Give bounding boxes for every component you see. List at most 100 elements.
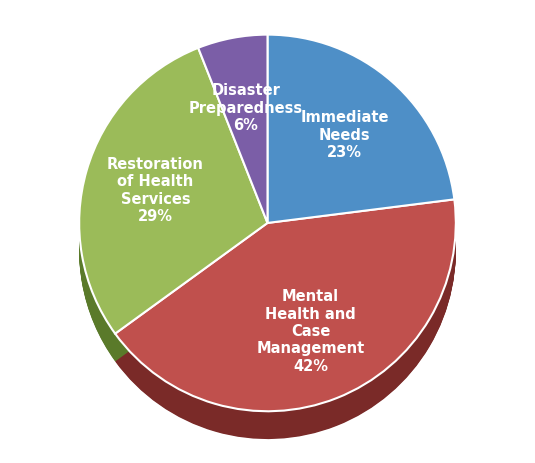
Wedge shape: [268, 35, 454, 223]
Wedge shape: [79, 71, 268, 357]
Wedge shape: [79, 65, 268, 351]
Wedge shape: [268, 44, 454, 232]
Wedge shape: [115, 202, 456, 414]
Wedge shape: [115, 213, 456, 425]
Wedge shape: [115, 213, 456, 425]
Wedge shape: [268, 54, 454, 243]
Wedge shape: [198, 39, 268, 227]
Wedge shape: [268, 60, 454, 249]
Wedge shape: [268, 38, 454, 226]
Wedge shape: [79, 72, 268, 358]
Wedge shape: [79, 71, 268, 357]
Wedge shape: [79, 57, 268, 343]
Wedge shape: [198, 50, 268, 239]
Wedge shape: [115, 227, 456, 439]
Wedge shape: [115, 221, 456, 433]
Wedge shape: [268, 35, 454, 224]
Wedge shape: [79, 64, 268, 350]
Wedge shape: [198, 48, 268, 236]
Wedge shape: [115, 220, 456, 432]
Wedge shape: [198, 42, 268, 230]
Wedge shape: [198, 42, 268, 231]
Wedge shape: [115, 225, 456, 436]
Wedge shape: [115, 208, 456, 420]
Wedge shape: [198, 49, 268, 238]
Wedge shape: [268, 62, 454, 250]
Wedge shape: [115, 208, 456, 419]
Wedge shape: [115, 205, 456, 417]
Wedge shape: [79, 52, 268, 338]
Wedge shape: [268, 50, 454, 239]
Wedge shape: [198, 46, 268, 235]
Wedge shape: [115, 215, 456, 427]
Wedge shape: [198, 57, 268, 245]
Wedge shape: [79, 61, 268, 347]
Wedge shape: [198, 45, 268, 233]
Wedge shape: [79, 60, 268, 345]
Wedge shape: [115, 215, 456, 426]
Wedge shape: [198, 52, 268, 240]
Wedge shape: [115, 222, 456, 434]
Wedge shape: [198, 37, 268, 225]
Wedge shape: [268, 35, 454, 223]
Wedge shape: [268, 42, 454, 231]
Wedge shape: [115, 211, 456, 423]
Wedge shape: [79, 53, 268, 338]
Wedge shape: [268, 44, 454, 233]
Wedge shape: [198, 36, 268, 225]
Wedge shape: [268, 46, 454, 234]
Wedge shape: [115, 210, 456, 422]
Wedge shape: [79, 67, 268, 353]
Wedge shape: [268, 49, 454, 238]
Wedge shape: [115, 200, 456, 412]
Wedge shape: [115, 204, 456, 416]
Wedge shape: [115, 211, 456, 422]
Wedge shape: [79, 66, 268, 352]
Wedge shape: [79, 63, 268, 348]
Wedge shape: [268, 39, 454, 227]
Wedge shape: [268, 48, 454, 236]
Wedge shape: [79, 53, 268, 339]
Wedge shape: [198, 51, 268, 240]
Wedge shape: [268, 52, 454, 240]
Wedge shape: [198, 58, 268, 247]
Wedge shape: [268, 57, 454, 245]
Wedge shape: [79, 50, 268, 336]
Wedge shape: [115, 207, 456, 419]
Wedge shape: [198, 35, 268, 223]
Wedge shape: [268, 56, 454, 244]
Wedge shape: [198, 60, 268, 248]
Wedge shape: [115, 218, 456, 430]
Wedge shape: [115, 201, 456, 413]
Wedge shape: [268, 50, 454, 238]
Wedge shape: [79, 69, 268, 355]
Wedge shape: [79, 56, 268, 341]
Wedge shape: [79, 75, 268, 361]
Wedge shape: [198, 62, 268, 250]
Wedge shape: [115, 201, 456, 413]
Wedge shape: [198, 35, 268, 223]
Wedge shape: [268, 43, 454, 232]
Wedge shape: [268, 55, 454, 243]
Text: Restoration
of Health
Services
29%: Restoration of Health Services 29%: [107, 157, 204, 224]
Wedge shape: [198, 50, 268, 238]
Wedge shape: [79, 70, 268, 356]
Wedge shape: [115, 226, 456, 438]
Wedge shape: [268, 42, 454, 230]
Wedge shape: [268, 36, 454, 225]
Wedge shape: [198, 53, 268, 242]
Wedge shape: [198, 49, 268, 237]
Wedge shape: [79, 49, 268, 334]
Wedge shape: [79, 68, 268, 354]
Wedge shape: [268, 57, 454, 246]
Wedge shape: [79, 62, 268, 348]
Wedge shape: [79, 50, 268, 337]
Wedge shape: [79, 59, 268, 345]
Wedge shape: [268, 45, 454, 233]
Wedge shape: [115, 218, 456, 429]
Wedge shape: [79, 48, 268, 334]
Wedge shape: [268, 49, 454, 237]
Wedge shape: [268, 46, 454, 235]
Wedge shape: [79, 48, 268, 334]
Wedge shape: [268, 60, 454, 248]
